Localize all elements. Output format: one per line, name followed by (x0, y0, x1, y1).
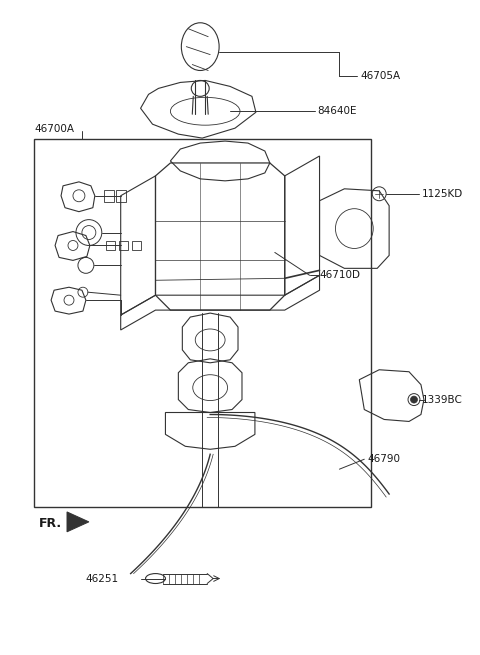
Polygon shape (67, 512, 89, 532)
Text: 46790: 46790 (367, 454, 400, 464)
Bar (34, 139, 371, 507)
Bar (116, 190, 126, 202)
Text: 1125KD: 1125KD (422, 189, 463, 198)
Text: 46710D: 46710D (320, 271, 360, 280)
Bar (106, 240, 115, 250)
Text: 46705A: 46705A (360, 71, 400, 81)
Circle shape (410, 396, 418, 403)
Text: 46251: 46251 (86, 574, 119, 584)
Bar (104, 190, 114, 202)
Text: 84640E: 84640E (318, 106, 357, 116)
Bar (119, 240, 128, 250)
Text: 46700A: 46700A (34, 124, 74, 134)
Bar (132, 240, 141, 250)
Text: 1339BC: 1339BC (422, 394, 463, 405)
Text: FR.: FR. (39, 517, 62, 531)
